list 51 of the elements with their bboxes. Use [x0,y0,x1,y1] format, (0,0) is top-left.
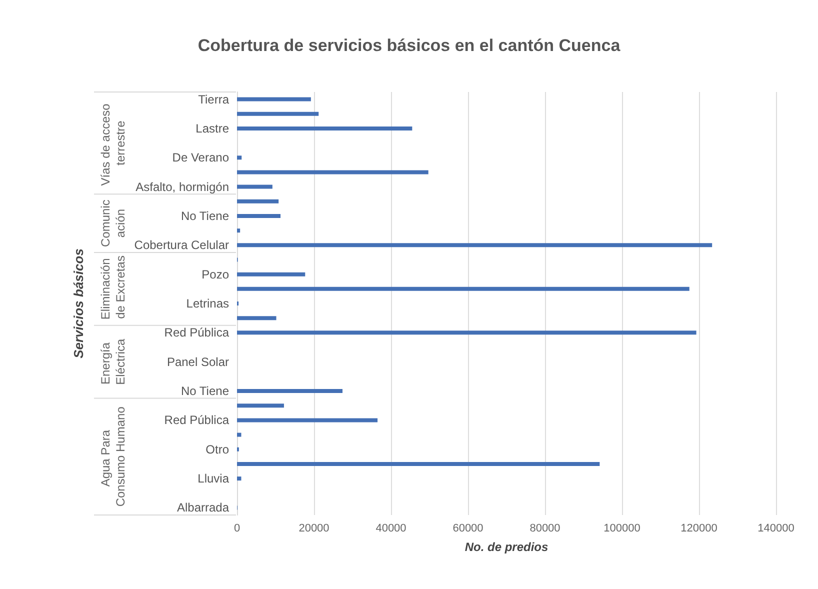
text: Agua Para Consumo Humano [98,406,128,507]
bar [237,156,242,160]
text: Eliminación de Excretas [98,256,128,322]
y-tick-label: Red Pública [164,413,230,428]
bar [237,432,242,437]
text: Energía Eléctrica [98,338,128,385]
bar [237,199,279,204]
bar [237,286,690,291]
x-tick-label: 20000 [298,522,330,534]
y-tick-label: Letrinas [186,296,229,310]
y-tick-label: Cobertura Celular [134,238,229,252]
bar [237,418,378,422]
y-tick-label: Tierra [198,92,230,106]
bar [237,389,342,394]
y-tick-label: Albarrada [176,500,230,515]
y-tick-label: Panel Solar [166,354,229,369]
bar [237,476,242,481]
x-axis-title: No. de predios [464,540,548,554]
y-tick-label: Pozo [202,267,230,282]
x-tick-label: 100000 [604,522,640,534]
bar [237,97,311,102]
y-tick-label: Asfalto, hormigón [136,180,229,194]
y-axis-title: Servicios básicos [71,248,86,358]
x-tick-label: 80000 [530,522,560,534]
x-tick-label: 140000 [758,522,794,534]
x-tick-label: 60000 [452,522,484,534]
bar [237,316,276,320]
bar [237,184,272,189]
y-tick-label: No Tiene [180,208,230,223]
y-tick-label: Lluvia [198,472,230,486]
text: Vías de acceso terrestre [98,100,128,186]
x-tick-label: 120000 [680,522,718,534]
chart-title: Cobertura de servicios básicos en el cantón Cuenca [198,36,621,55]
bar [237,272,306,276]
text: Comunicación [98,200,128,247]
bar [237,462,600,466]
x-tick-label: 0 [234,522,240,534]
y-tick-label: De Verano [172,150,230,165]
y-tick-label: Lastre [196,121,230,136]
bar [237,404,284,408]
y-tick-label: Otro [206,442,230,456]
bar [237,228,240,233]
bar [237,330,696,335]
bar [237,170,428,174]
x-tick-label: 40000 [376,522,406,534]
bar [237,126,412,130]
bar [237,243,712,248]
y-tick-label: Red Pública [164,326,230,340]
bar [237,214,281,218]
y-tick-label: No Tiene [180,384,230,398]
bar [237,112,319,116]
